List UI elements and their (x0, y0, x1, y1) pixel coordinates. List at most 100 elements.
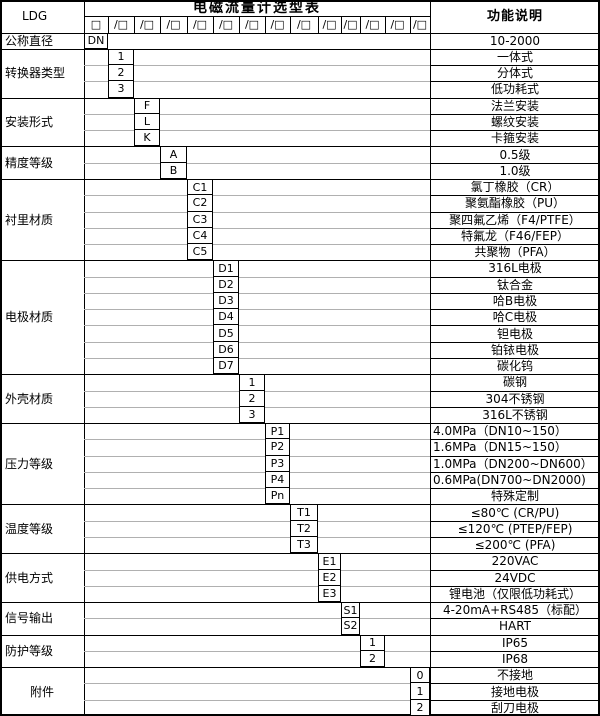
gridline (84, 683, 410, 685)
gridline (84, 650, 360, 652)
option-code-cell: D7 (213, 358, 239, 375)
option-code-cell: C1 (187, 179, 213, 196)
option-code-cell: DN (84, 32, 108, 49)
divider-line (430, 81, 600, 83)
option-description-cell: 4-20mA+RS485（标配） (442, 603, 588, 618)
gridline (239, 341, 430, 343)
category-label-1: 转换器类型 (5, 66, 66, 81)
option-code-cell: D6 (213, 341, 239, 358)
gridline (84, 113, 134, 115)
gridline (213, 227, 430, 229)
option-code-cell: E2 (318, 569, 341, 586)
divider-line (430, 65, 600, 67)
gridline (239, 358, 430, 359)
option-description-cell: 1.6MPa（DN15~150） (433, 440, 567, 455)
model-code-segment: /□ (192, 17, 208, 31)
option-description-cell: ≤80℃ (CR/PU) (470, 505, 560, 520)
gridline (290, 455, 430, 457)
gridline (84, 81, 108, 83)
model-code-segment: /□ (343, 17, 358, 31)
divider-line (0, 97, 600, 99)
option-code-cell: D1 (213, 260, 239, 277)
gridline (290, 439, 430, 441)
option-code-cell: D4 (213, 309, 239, 326)
option-code-cell: K (134, 130, 160, 147)
gridline (160, 130, 430, 132)
model-code-segment: /□ (139, 17, 155, 31)
category-label-3: 精度等级 (5, 155, 54, 170)
gridline (84, 520, 290, 522)
gridline (134, 65, 430, 67)
option-description-cell: 0.6MPa(DN700~DN2000) (433, 473, 586, 488)
divider-line (410, 16, 411, 33)
gridline (265, 406, 430, 408)
option-code-cell: 0 (410, 667, 430, 684)
gridline (318, 537, 430, 538)
option-description-cell: 哈B电极 (492, 294, 538, 309)
gridline (84, 585, 318, 587)
divider-line (0, 553, 600, 555)
option-description-cell: 接地电极 (490, 684, 539, 699)
divider-line (430, 341, 600, 343)
divider-line (84, 16, 430, 18)
option-description-cell: 特殊定制 (490, 489, 539, 504)
option-description-cell: ≤200℃ (PFA) (474, 538, 556, 553)
gridline (239, 309, 430, 311)
divider-line (318, 16, 319, 33)
divider-line (430, 130, 600, 132)
option-description-cell: IP68 (501, 652, 529, 667)
gridline (341, 585, 430, 587)
category-label-8: 温度等级 (5, 521, 54, 536)
option-description-cell: 220VAC (491, 554, 539, 569)
gridline (84, 65, 108, 67)
divider-line (430, 211, 600, 213)
divider-line (430, 358, 600, 359)
option-code-cell: D3 (213, 292, 239, 310)
divider-line (0, 602, 600, 604)
gridline (84, 276, 213, 278)
gridline (84, 195, 187, 197)
model-code-segment: /□ (113, 17, 129, 31)
gridline (84, 341, 213, 343)
option-description-cell: HART (498, 619, 532, 634)
option-description-cell: 聚四氟乙烯（F4/PTFE） (449, 212, 581, 227)
divider-line (430, 471, 600, 473)
gridline (84, 455, 265, 457)
divider-line (430, 618, 600, 620)
divider-line (290, 16, 291, 33)
gridline (290, 488, 430, 490)
gridline (213, 211, 430, 213)
option-description-cell: 钛合金 (496, 277, 533, 292)
category-label-10: 信号输出 (5, 611, 54, 626)
option-code-cell: C5 (187, 244, 213, 261)
divider-line (134, 16, 135, 33)
option-code-cell: 1 (410, 683, 430, 700)
gridline (213, 195, 430, 197)
divider-line (0, 667, 600, 669)
divider-line (430, 292, 600, 294)
option-code-cell: 1 (360, 634, 385, 651)
gridline (84, 325, 213, 327)
option-description-cell: 24VDC (494, 570, 536, 585)
option-code-cell: E1 (318, 553, 341, 570)
model-code-segment: /□ (365, 17, 380, 31)
option-code-cell: C3 (187, 211, 213, 228)
option-description-cell: 法兰安装 (490, 98, 539, 113)
gridline (84, 292, 213, 294)
option-description-cell: 聚氨酯橡胶（PU） (464, 196, 566, 211)
divider-line (108, 16, 109, 33)
gridline (341, 569, 430, 571)
divider-line (430, 244, 600, 246)
category-label-2: 安装形式 (5, 115, 54, 130)
option-code-cell: 2 (108, 65, 134, 82)
option-code-cell: S1 (341, 602, 360, 619)
gridline (239, 325, 430, 327)
gridline (84, 439, 265, 441)
option-code-cell: F (134, 97, 160, 114)
option-code-cell: 3 (108, 81, 134, 98)
gridline (84, 130, 134, 132)
category-label-11: 防护等级 (5, 643, 54, 658)
category-label-5: 电极材质 (5, 310, 54, 325)
divider-line (0, 32, 600, 34)
option-code-cell: D5 (213, 325, 239, 342)
